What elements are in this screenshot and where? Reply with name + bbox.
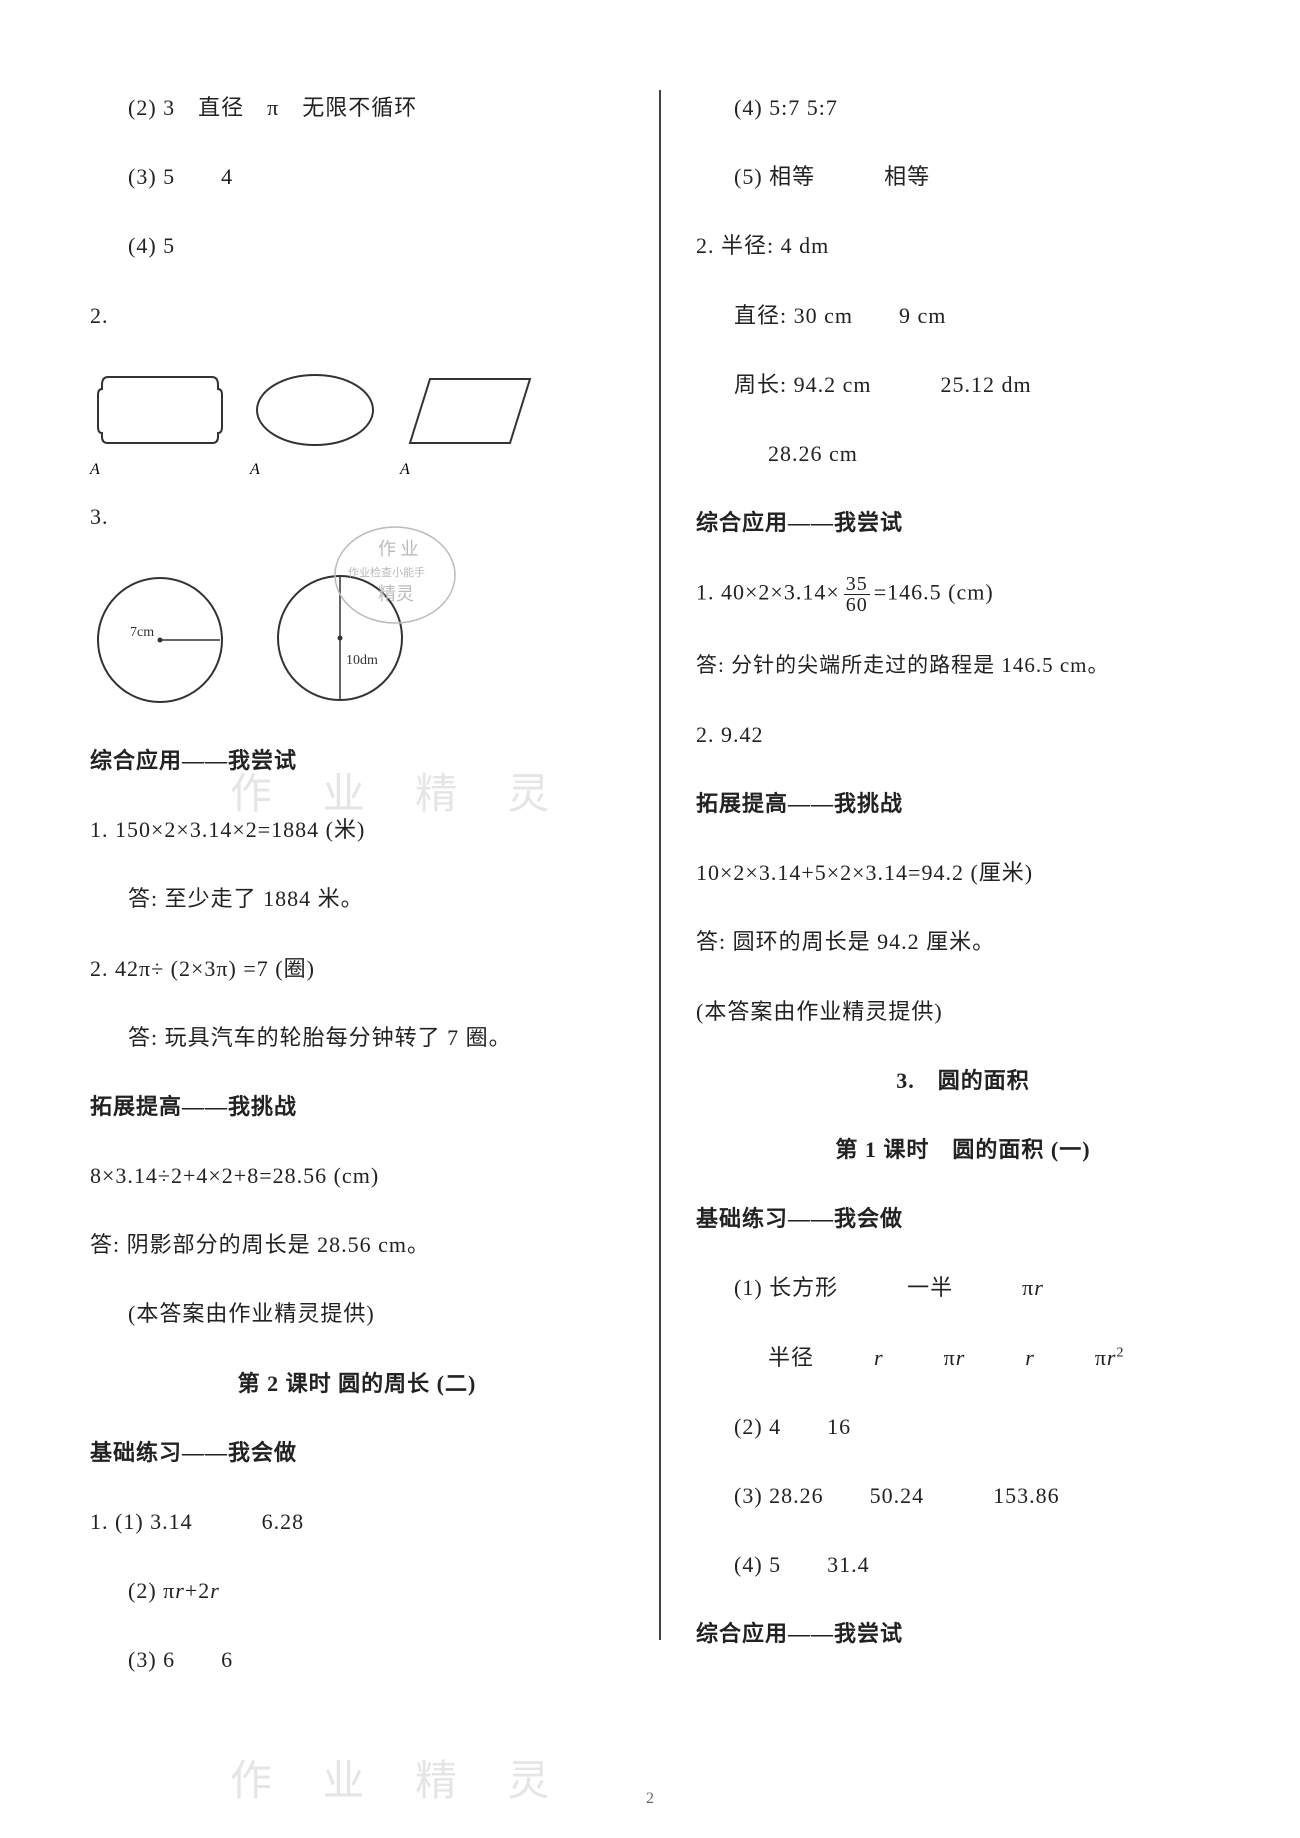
svg-text:作业检查小能手: 作业检查小能手 xyxy=(348,565,425,579)
text-line: (3) 6 6 xyxy=(90,1642,624,1677)
text-line: (本答案由作业精灵提供) xyxy=(90,1296,624,1331)
circle-10dm-wrap: 10dm 作 业 作业检查小能手 精灵 xyxy=(270,568,410,713)
rounded-rect-icon xyxy=(90,367,230,452)
svg-text:精灵: 精灵 xyxy=(378,584,414,604)
text-line: (4) 5:7 5:7 xyxy=(696,90,1230,125)
text-line: 直径: 30 cm 9 cm xyxy=(696,298,1230,333)
shape-trapezoid: A xyxy=(400,367,540,479)
trapezoid-icon xyxy=(400,367,540,452)
text-line: 10×2×3.14+5×2×3.14=94.2 (厘米) xyxy=(696,855,1230,890)
denominator: 60 xyxy=(844,595,870,615)
text-line: 1. (1) 3.14 6.28 xyxy=(90,1504,624,1539)
heading: 拓展提高——我挑战 xyxy=(696,786,1230,821)
heading: 3. 圆的面积 xyxy=(696,1063,1230,1098)
text-line: (4) 5 xyxy=(90,228,624,263)
text-line: 28.26 cm xyxy=(696,436,1230,471)
shape-label: A xyxy=(400,461,540,479)
t: 半径 xyxy=(768,1345,814,1370)
t: =146.5 (cm) xyxy=(874,580,994,605)
text-line: 答: 玩具汽车的轮胎每分钟转了 7 圈。 xyxy=(90,1020,624,1055)
text-line: (2) 3 直径 π 无限不循环 xyxy=(90,90,624,125)
t: πr xyxy=(944,1345,966,1370)
t: 1. 40×2×3.14× xyxy=(696,580,840,605)
right-column: (4) 5:7 5:7 (5) 相等 相等 2. 半径: 4 dm 直径: 30… xyxy=(661,90,1230,1798)
text-line: 8×3.14÷2+4×2+8=28.56 (cm) xyxy=(90,1158,624,1193)
left-column: (2) 3 直径 π 无限不循环 (3) 5 4 (4) 5 2. A A xyxy=(90,90,659,1798)
text-line: 2. 半径: 4 dm xyxy=(696,228,1230,263)
text-line: (2) πr+2r xyxy=(90,1573,624,1608)
text-line: 1. 150×2×3.14×2=1884 (米) xyxy=(90,812,624,847)
text-line: 2. xyxy=(90,298,624,333)
text-line: 周长: 94.2 cm 25.12 dm xyxy=(696,367,1230,402)
text-line: 答: 圆环的周长是 94.2 厘米。 xyxy=(696,924,1230,959)
text-line: 1. 40×2×3.14×3560=146.5 (cm) xyxy=(696,574,1230,615)
fraction: 3560 xyxy=(844,574,870,615)
heading: 第 1 课时 圆的面积 (一) xyxy=(696,1132,1230,1167)
t: πr2 xyxy=(1095,1345,1125,1370)
t: r xyxy=(175,1578,185,1603)
numerator: 35 xyxy=(844,574,870,595)
text-line: 2. 42π÷ (2×3π) =7 (圈) xyxy=(90,951,624,986)
heading: 综合应用——我尝试 xyxy=(90,743,624,778)
shape-label: A xyxy=(250,461,380,479)
text-line: 2. 9.42 xyxy=(696,717,1230,752)
t: +2 xyxy=(185,1578,210,1603)
ellipse-icon xyxy=(250,367,380,452)
text-line: 答: 至少走了 1884 米。 xyxy=(90,881,624,916)
heading: 综合应用——我尝试 xyxy=(696,1616,1230,1651)
svg-text:作 业: 作 业 xyxy=(378,539,419,559)
shape-frame: A xyxy=(90,367,230,479)
text-line: (4) 5 31.4 xyxy=(696,1547,1230,1582)
text-line: (2) 4 16 xyxy=(696,1409,1230,1444)
heading: 综合应用——我尝试 xyxy=(696,505,1230,540)
text-line: 答: 阴影部分的周长是 28.56 cm。 xyxy=(90,1227,624,1262)
heading: 基础练习——我会做 xyxy=(696,1201,1230,1236)
heading: 拓展提高——我挑战 xyxy=(90,1089,624,1124)
text-line: (3) 5 4 xyxy=(90,159,624,194)
t: r xyxy=(1025,1345,1035,1370)
heading: 第 2 课时 圆的周长 (二) xyxy=(90,1366,624,1401)
t: r xyxy=(210,1578,220,1603)
text-line: (1) 长方形 一半 πr xyxy=(696,1270,1230,1305)
shape-ellipse: A xyxy=(250,367,380,479)
stamp-icon: 作 业 作业检查小能手 精灵 xyxy=(330,520,460,630)
heading: 基础练习——我会做 xyxy=(90,1435,624,1470)
t: r xyxy=(1034,1275,1044,1300)
radius-label: 7cm xyxy=(130,625,154,640)
shape-label: A xyxy=(90,461,230,479)
text-line: 半径 r πr r πr2 xyxy=(696,1340,1230,1375)
page-number: 2 xyxy=(646,1790,654,1808)
text-line: 答: 分针的尖端所走过的路程是 146.5 cm。 xyxy=(696,649,1230,683)
text-line: (3) 28.26 50.24 153.86 xyxy=(696,1478,1230,1513)
circle-7cm-icon: 7cm xyxy=(90,570,230,710)
text-line: (本答案由作业精灵提供) xyxy=(696,994,1230,1029)
t: (1) 长方形 一半 π xyxy=(734,1275,1034,1300)
shapes-row: A A A xyxy=(90,367,624,479)
circles-row: 7cm 10dm 作 业 作业检查小能手 精灵 xyxy=(90,568,624,713)
text-line: (5) 相等 相等 xyxy=(696,159,1230,194)
t: (2) π xyxy=(128,1578,175,1603)
diameter-label: 10dm xyxy=(346,653,378,668)
t: r xyxy=(874,1345,884,1370)
